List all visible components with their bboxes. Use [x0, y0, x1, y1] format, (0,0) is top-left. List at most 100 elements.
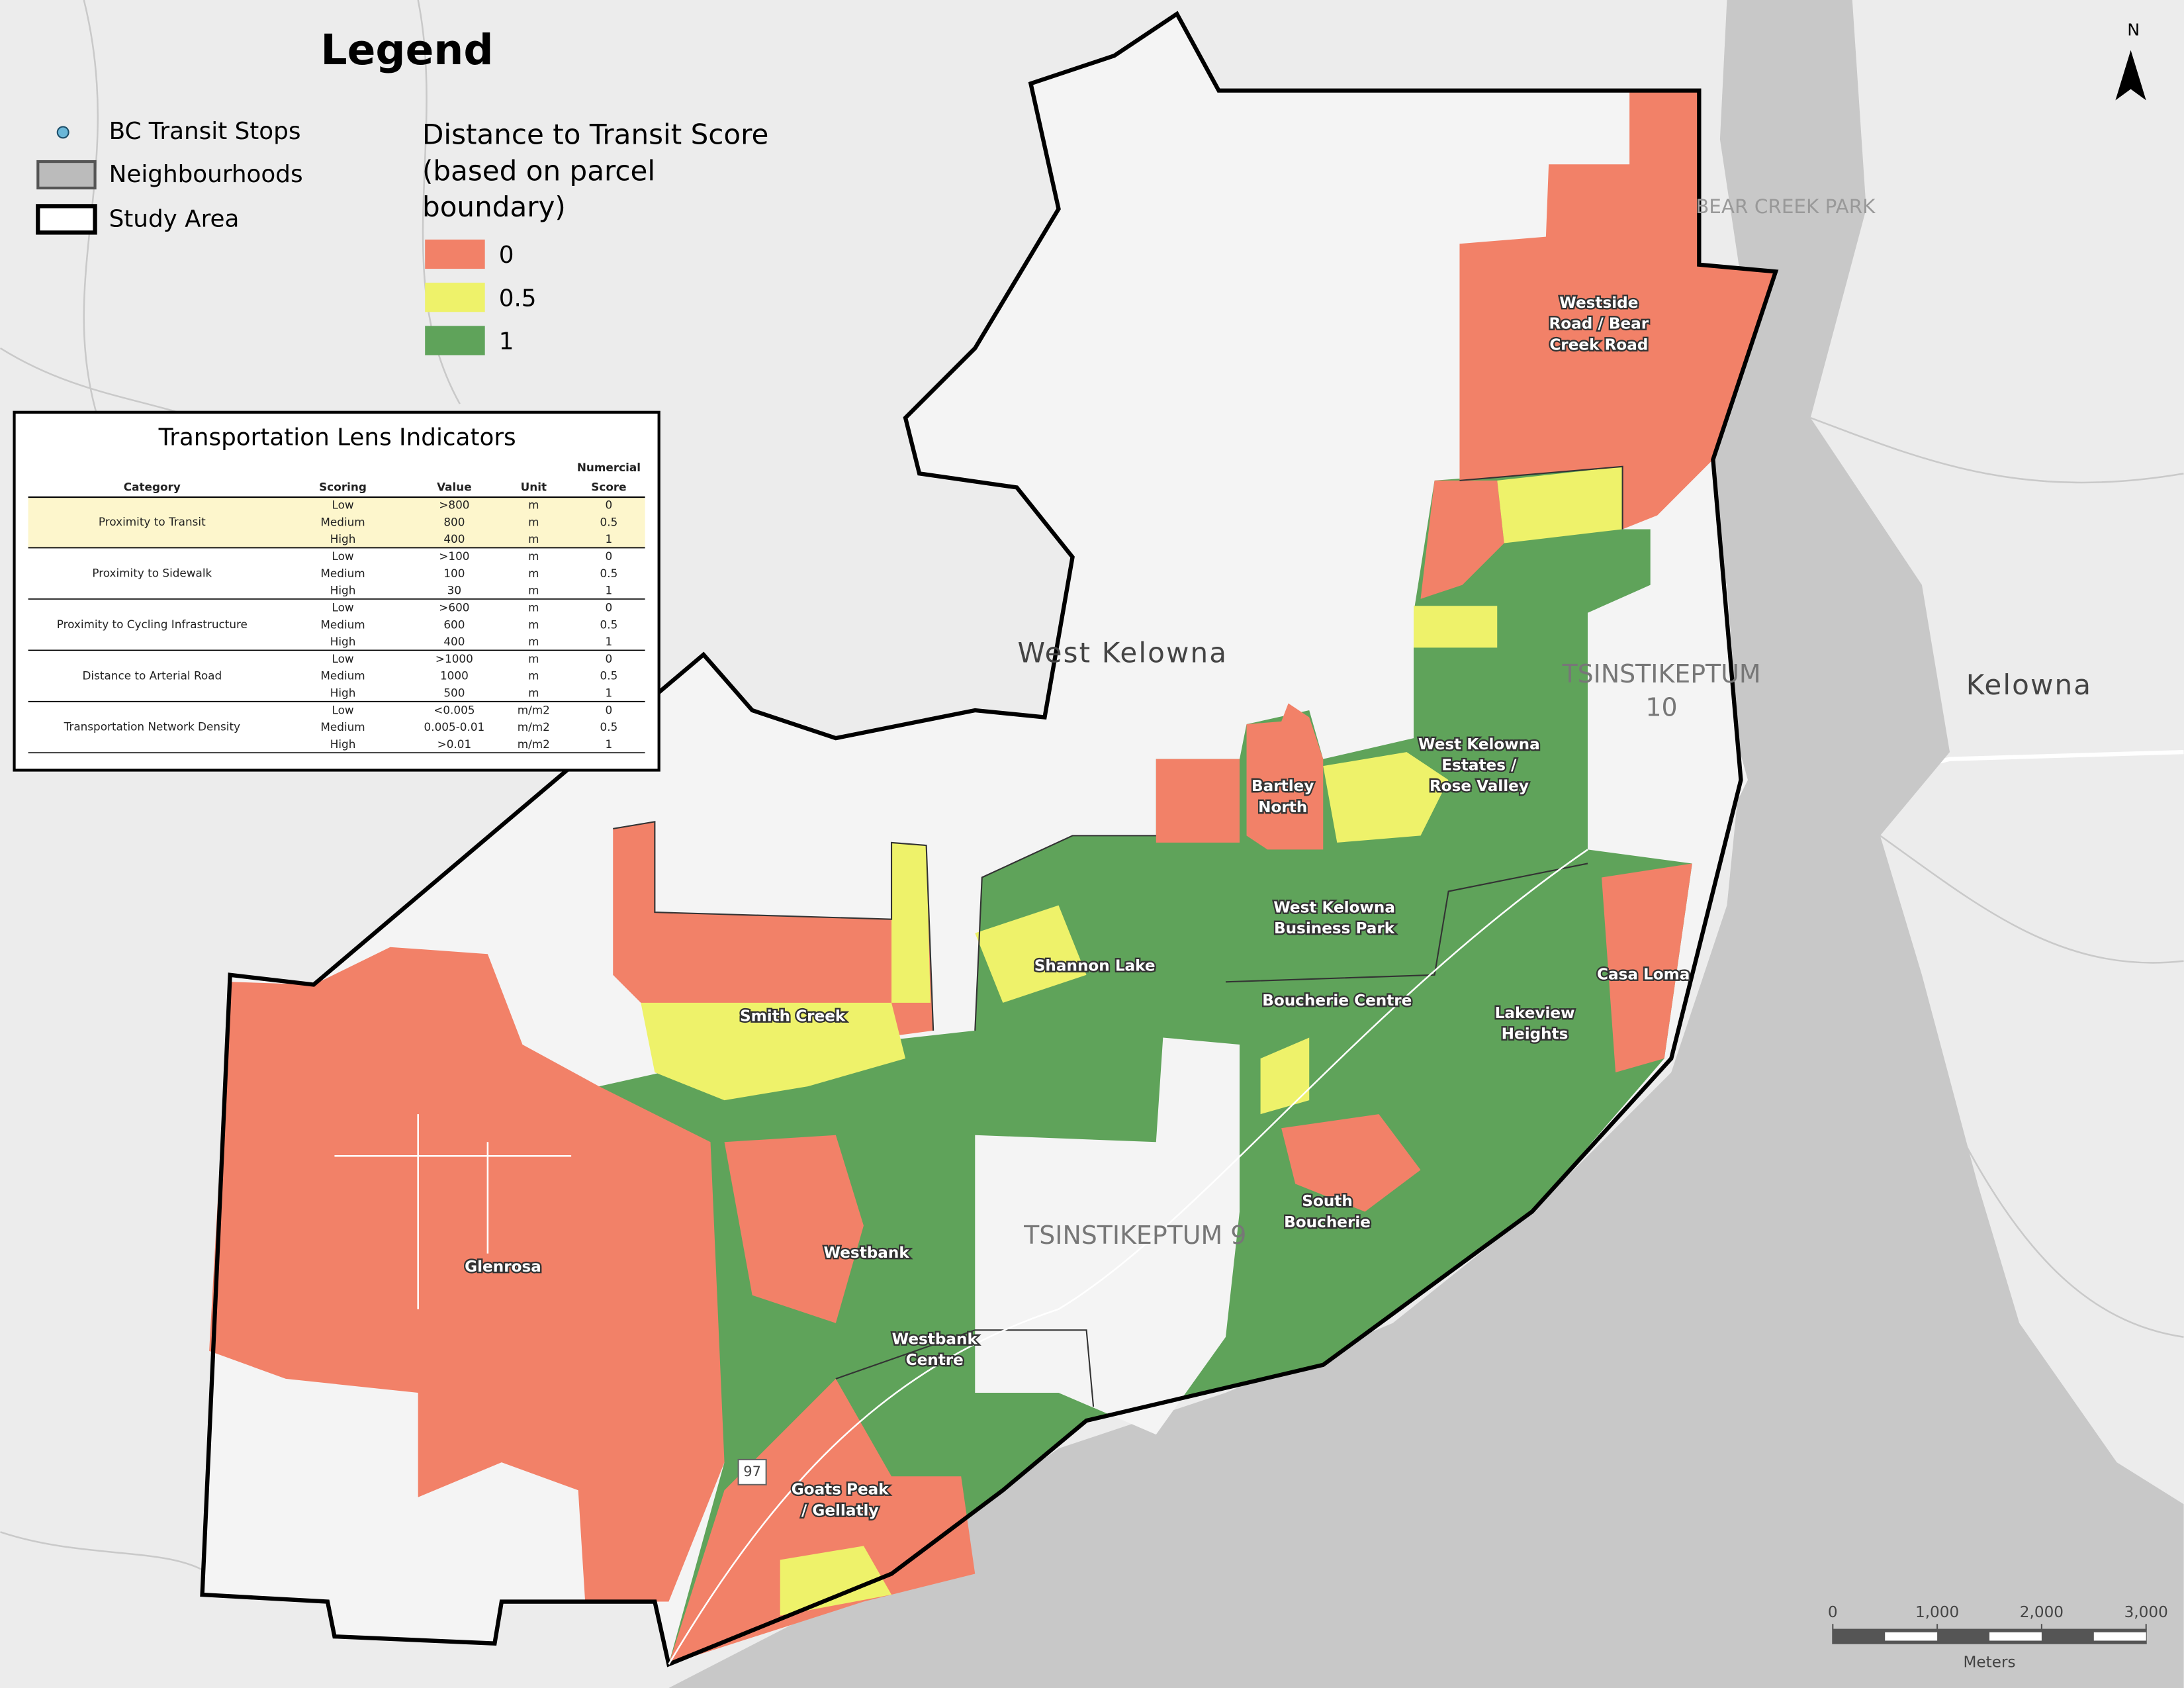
table-cell: m — [528, 567, 539, 580]
table-cell: 1 — [606, 686, 613, 699]
transit-stop-icon — [56, 126, 69, 139]
neighbourhood-label: Westbank — [824, 1244, 910, 1262]
neighbourhood-label: Shannon Lake — [1034, 958, 1156, 975]
scale-label: 2,000 — [2020, 1604, 2064, 1621]
compass — [2115, 50, 2146, 101]
neighbourhood-label: Boucherie Centre — [1262, 992, 1412, 1009]
table-cell: 0.005-0.01 — [424, 720, 485, 733]
table-cell: High — [330, 737, 356, 751]
table-cell: Medium — [320, 669, 365, 682]
neighbourhood-label: Smith Creek — [740, 1008, 846, 1025]
score-label: 0 — [499, 242, 514, 269]
scale-label: 3,000 — [2124, 1604, 2168, 1621]
table-cell: Medium — [320, 618, 365, 631]
table-header: Score — [591, 480, 626, 493]
neighbourhood-label: Westbank — [892, 1331, 978, 1348]
place-label: TSINSTIKEPTUM 9 — [1023, 1221, 1246, 1250]
table-cell: m — [528, 532, 539, 545]
table-cell: 0 — [606, 549, 613, 563]
score-swatch — [425, 239, 485, 269]
table-cell: Low — [332, 652, 353, 665]
legend-item: Neighbourhoods — [109, 161, 303, 188]
table-title: Transportation Lens Indicators — [158, 424, 516, 451]
table-cell: High — [330, 532, 356, 545]
table-cell: m — [528, 515, 539, 528]
table-cell: 400 — [443, 532, 465, 545]
neighbourhood-label: Glenrosa — [465, 1258, 541, 1276]
table-cell: 400 — [443, 635, 465, 648]
table-cell: 0 — [606, 703, 613, 716]
score-swatch — [425, 283, 485, 312]
streets — [334, 849, 1588, 1665]
table-header: Numercial — [577, 461, 641, 474]
score-label: 0.5 — [499, 285, 537, 312]
table-cell: 0.5 — [600, 515, 618, 528]
table-cell: 0 — [606, 652, 613, 665]
table-cell: m — [528, 686, 539, 699]
neighbourhood-label: / Gellatly — [801, 1502, 879, 1519]
table-cell: m — [528, 549, 539, 563]
table-cell: m — [528, 669, 539, 682]
place-label: 10 — [1645, 692, 1677, 722]
study-area-outline — [200, 11, 1779, 1667]
neighbourhood-label: Rose Valley — [1430, 778, 1529, 795]
score-legend-title: boundary) — [422, 191, 566, 223]
table-cell: >800 — [439, 498, 469, 512]
place-label: West Kelowna — [1017, 636, 1228, 669]
table-cell: Medium — [320, 567, 365, 580]
neighbourhood-label: Estates / — [1441, 757, 1517, 774]
neighbourhood-label: Creek Road — [1549, 336, 1648, 353]
table-header: Value — [437, 480, 472, 493]
table-cell: >600 — [439, 601, 469, 614]
neighbourhood-label: Lakeview — [1495, 1005, 1575, 1022]
table-header: Category — [124, 480, 181, 493]
table-cell: 500 — [443, 686, 465, 699]
table-category: Proximity to Cycling Infrastructure — [57, 618, 248, 631]
table-cell: 30 — [447, 584, 461, 597]
table-cell: 0.5 — [600, 720, 618, 733]
lake — [668, 0, 2184, 1688]
table-cell: m — [528, 618, 539, 631]
table-cell: >1000 — [435, 652, 473, 665]
table-cell: Medium — [320, 515, 365, 528]
table-cell: m/m2 — [518, 720, 550, 733]
scale-label: 1,000 — [1915, 1604, 1959, 1621]
table-cell: Low — [332, 549, 353, 563]
table-cell: 1 — [606, 584, 613, 597]
neighbourhood-label: Westside — [1559, 295, 1638, 312]
neighbourhood-label: Bartley — [1251, 778, 1314, 795]
neighbourhood-label: West Kelowna — [1273, 899, 1395, 916]
table-cell: Low — [332, 601, 353, 614]
neighbourhood-label: Business Park — [1274, 920, 1395, 937]
table-cell: m — [528, 584, 539, 597]
highway-label: 97 — [743, 1463, 761, 1479]
neighbourhood-label: North — [1258, 799, 1307, 816]
legend-item: Study Area — [109, 205, 240, 232]
scale-bar-segment — [1885, 1632, 1938, 1641]
neighbourhood-label: Centre — [906, 1352, 964, 1369]
table-cell: 0 — [606, 601, 613, 614]
table-cell: m — [528, 498, 539, 512]
north-label: N — [2127, 20, 2140, 39]
table-cell: 0.5 — [600, 567, 618, 580]
table-cell: 0 — [606, 498, 613, 512]
neighbourhood-swatch — [36, 160, 97, 190]
table-cell: 0.5 — [600, 618, 618, 631]
table-category: Distance to Arterial Road — [82, 669, 222, 682]
table-cell: >0.01 — [437, 737, 472, 751]
park-label: BEAR CREEK PARK — [1696, 195, 1876, 218]
table-cell: m — [528, 652, 539, 665]
neighbourhood-label: West Kelowna — [1418, 736, 1540, 753]
table-cell: 0.5 — [600, 669, 618, 682]
neighbourhood-label: Boucherie — [1284, 1214, 1371, 1231]
score-areas — [209, 90, 1776, 1665]
score-legend-title: Distance to Transit Score — [422, 118, 768, 151]
score-label: 1 — [499, 328, 514, 355]
score-swatch — [425, 326, 485, 355]
table-category: Transportation Network Density — [64, 720, 240, 733]
neighbourhood-label: Road / Bear — [1549, 316, 1649, 333]
table-cell: m/m2 — [518, 703, 550, 716]
table-cell: High — [330, 686, 356, 699]
table-cell: >100 — [439, 549, 469, 563]
